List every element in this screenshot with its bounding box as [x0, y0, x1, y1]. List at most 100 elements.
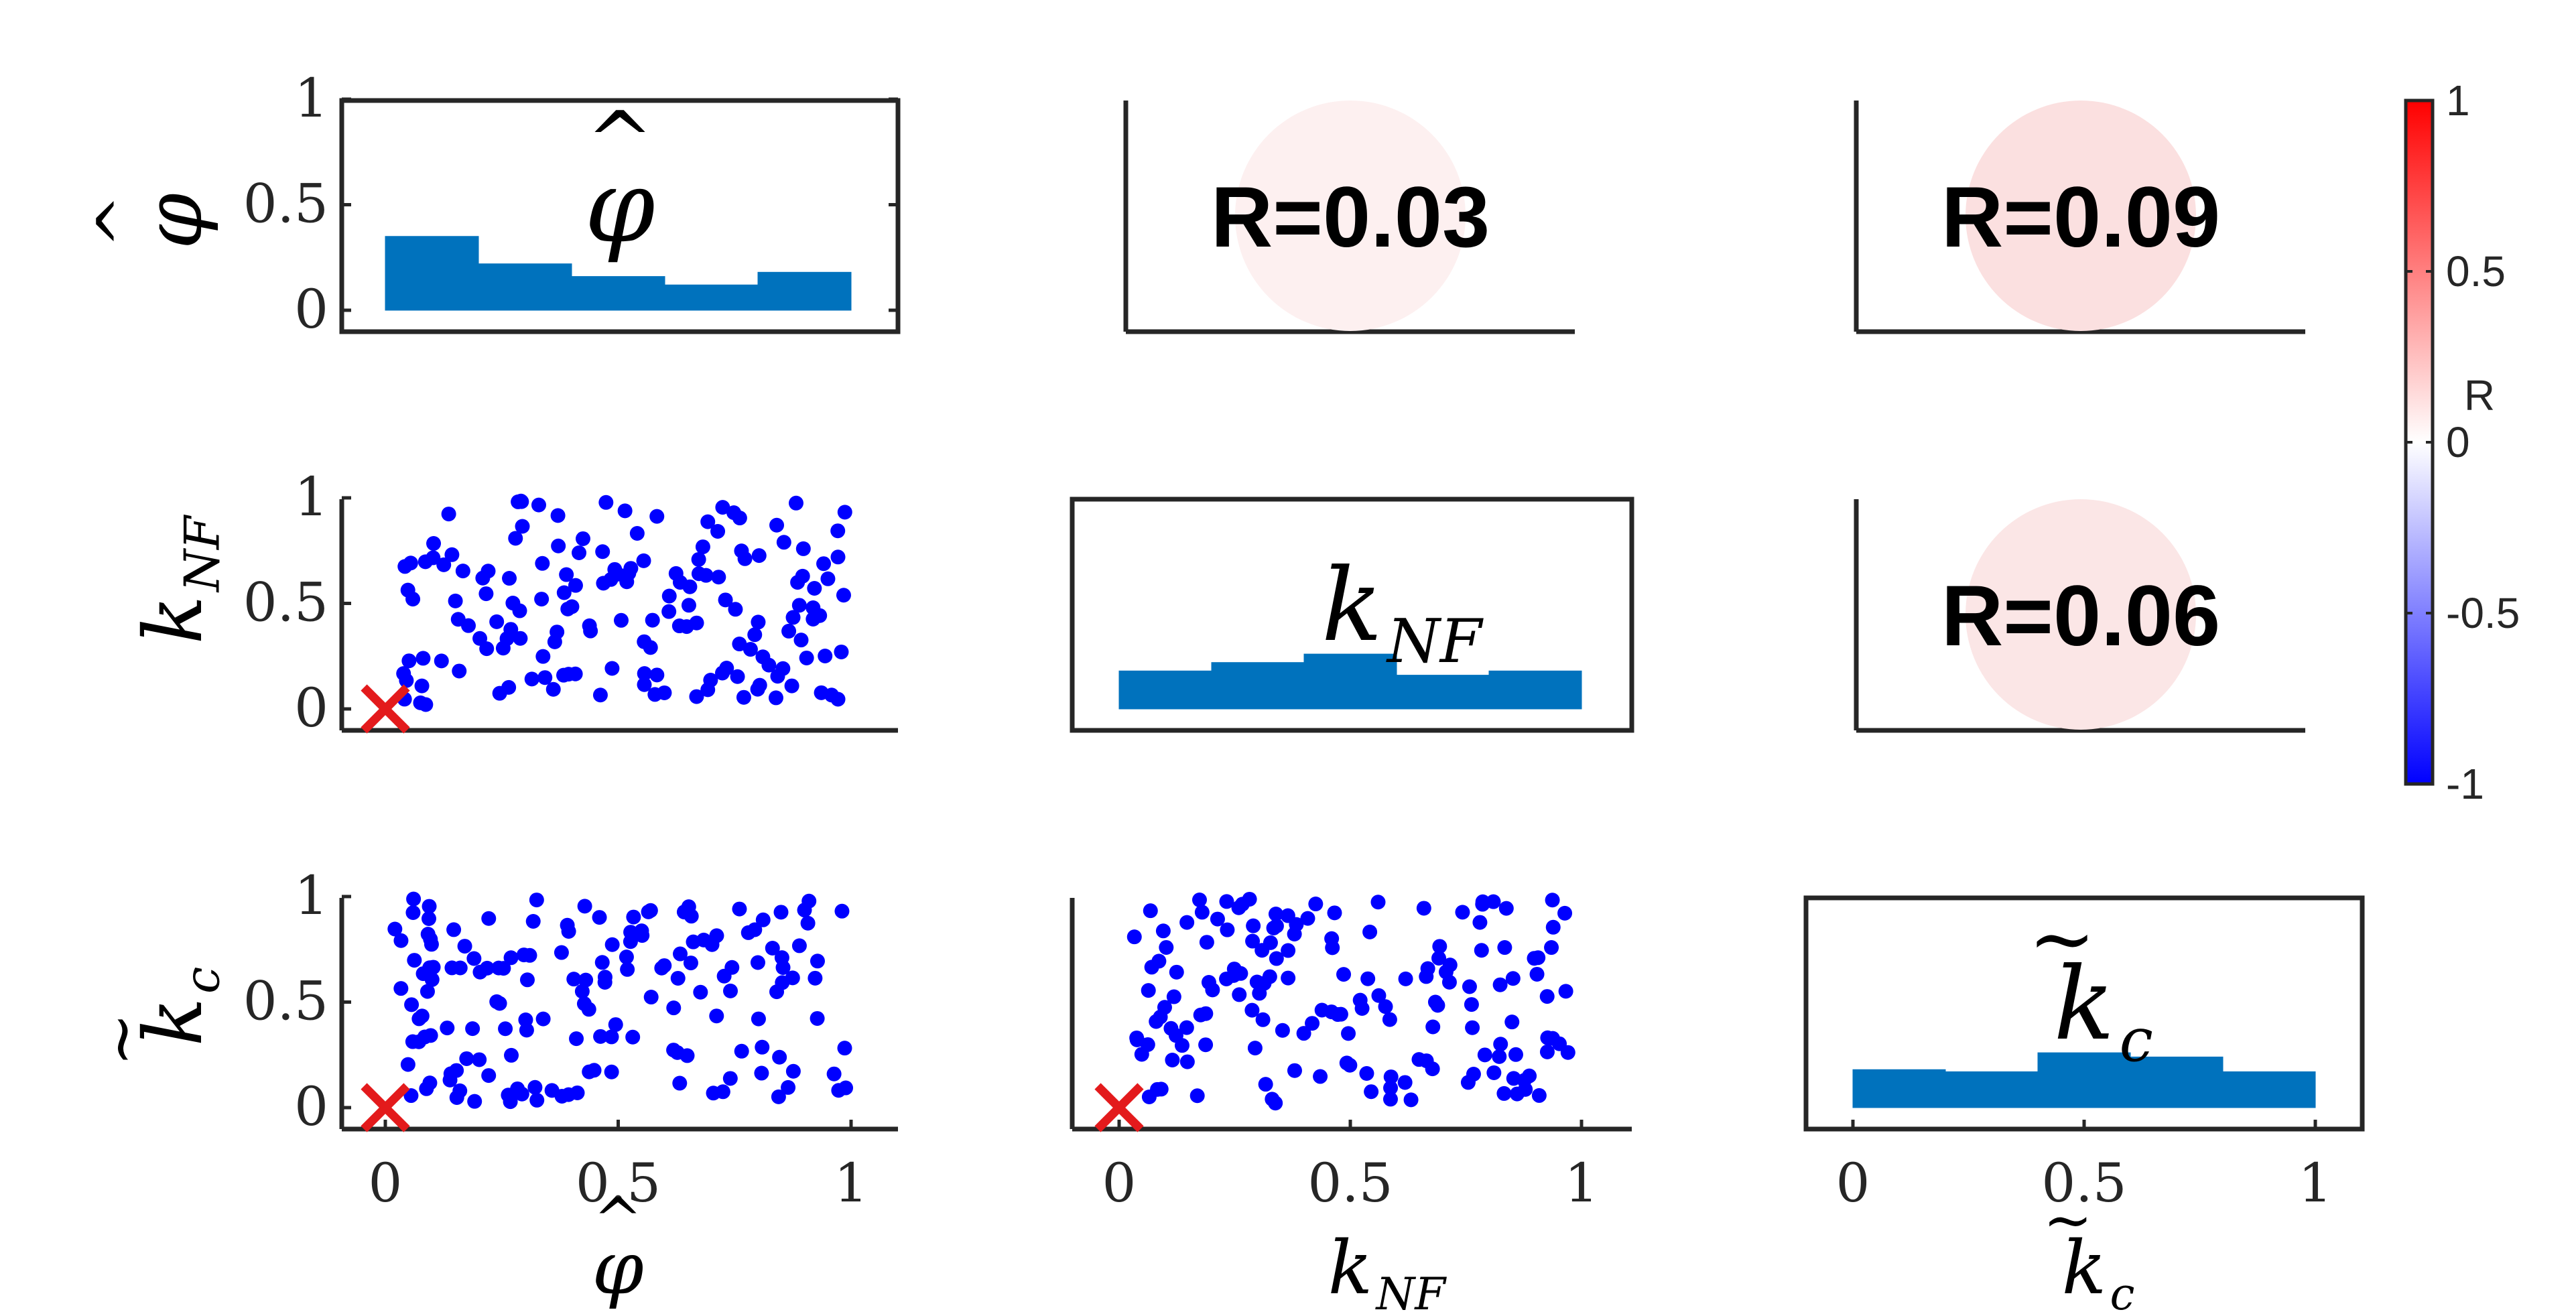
scatter-point	[1496, 1086, 1512, 1101]
panel-r2-c2-title-label: k~ c	[2028, 893, 2153, 1075]
scatter-point	[1545, 893, 1560, 908]
scatter-point	[673, 946, 688, 962]
scatter-point	[1411, 1052, 1427, 1067]
scatter-point	[399, 673, 414, 688]
y-axis-label-2-subscript: c	[174, 967, 230, 994]
scatter-point	[1179, 1020, 1194, 1035]
histogram-bar	[1852, 1069, 1946, 1108]
scatter-point	[1166, 989, 1181, 1004]
scatter-point	[751, 614, 766, 630]
scatter-point	[769, 984, 785, 1000]
scatter-point	[619, 574, 635, 590]
scatter-point	[1498, 901, 1514, 916]
scatter-point	[514, 1086, 529, 1102]
scatter-point	[457, 939, 472, 954]
scatter-point	[401, 653, 417, 669]
scatter-point	[1493, 1037, 1508, 1052]
scatter-point	[1192, 892, 1207, 907]
scatter-point	[1336, 967, 1352, 982]
scatter-point	[670, 970, 686, 986]
scatter-point	[459, 1051, 474, 1066]
scatter-point	[732, 637, 747, 652]
panel-r2-c2-title-label-accent: ~	[2028, 893, 2096, 986]
scatter-point	[768, 690, 783, 706]
scatter-point	[597, 974, 613, 990]
scatter-point	[799, 650, 814, 665]
scatter-point	[400, 582, 415, 598]
scatter-point	[791, 938, 807, 954]
scatter-point	[554, 1088, 570, 1104]
y-axis-label-1-symbol: k	[127, 596, 220, 645]
scatter-point	[695, 539, 710, 555]
scatter-point	[1296, 1026, 1311, 1041]
scatter-point	[810, 1010, 825, 1026]
scatter-point	[1157, 1000, 1172, 1015]
scatter-point	[703, 673, 718, 688]
scatter-point	[1539, 1044, 1555, 1059]
histogram-bar	[1118, 670, 1212, 710]
scatter-point	[1465, 1020, 1480, 1035]
x-axis-label-0-accent: ^	[593, 1185, 643, 1254]
scatter-point	[654, 960, 669, 976]
scatter-point	[1425, 1061, 1440, 1077]
scatter-point	[1475, 894, 1490, 909]
scatter-point	[1506, 1071, 1521, 1086]
scatter-point	[785, 970, 800, 986]
scatter-point	[607, 562, 623, 577]
scatter-point	[790, 575, 806, 590]
scatter-point	[550, 508, 566, 523]
scatter-point	[529, 893, 544, 908]
histogram-bar	[385, 236, 479, 311]
scatter-point	[649, 509, 665, 524]
scatter-point	[1281, 970, 1296, 986]
scatter-point	[643, 640, 658, 655]
scatter-point	[503, 950, 519, 966]
scatter-point	[1144, 960, 1159, 975]
scatter-point	[568, 666, 583, 681]
scatter-point	[1246, 918, 1261, 933]
scatter-point	[770, 669, 785, 684]
colorbar-tick-label: 1	[2446, 76, 2470, 125]
scatter-point	[793, 633, 809, 648]
histogram-bar	[1303, 653, 1397, 710]
scatter-point	[837, 505, 852, 520]
scatter-point	[765, 941, 780, 956]
scatter-point	[444, 547, 460, 562]
scatter-point	[747, 627, 763, 643]
scatter-point	[810, 954, 825, 969]
scatter-point	[1360, 971, 1376, 986]
histogram-bar	[478, 263, 572, 311]
scatter-point	[1333, 1006, 1348, 1022]
scatter-point	[466, 951, 482, 966]
scatter-point	[434, 653, 449, 669]
scatter-point	[784, 678, 799, 694]
scatter-point	[1486, 894, 1501, 909]
scatter-point	[1472, 915, 1488, 930]
scatter-point	[1504, 1014, 1520, 1030]
scatter-point	[529, 1092, 545, 1108]
scatter-point	[598, 495, 614, 510]
scatter-point	[1382, 1092, 1398, 1107]
scatter-point	[785, 610, 801, 625]
scatter-point	[1219, 894, 1234, 909]
scatter-point	[556, 667, 572, 683]
scatter-point	[776, 535, 791, 550]
scatter-point	[1262, 969, 1277, 984]
x-axis-label-2-symbol: k	[2062, 1225, 2107, 1311]
scatter-point	[709, 1008, 724, 1024]
scatter-point	[560, 601, 576, 616]
scatter-point	[1269, 951, 1284, 966]
scatter-point	[537, 670, 553, 685]
scatter-point	[734, 1043, 749, 1059]
histogram-bar	[1488, 670, 1582, 710]
y-tick-label: 1	[294, 67, 328, 129]
scatter-point	[619, 949, 634, 965]
scatter-point	[700, 514, 716, 529]
scatter-point	[595, 544, 610, 560]
scatter-point	[1327, 905, 1342, 921]
scatter-point	[732, 511, 747, 526]
scatter-point	[442, 1072, 458, 1088]
y-axis-label-0-accent: ^	[84, 194, 159, 248]
x-tick-label: 0	[369, 1152, 403, 1214]
x-axis-label-0-symbol: φ	[592, 1225, 643, 1311]
